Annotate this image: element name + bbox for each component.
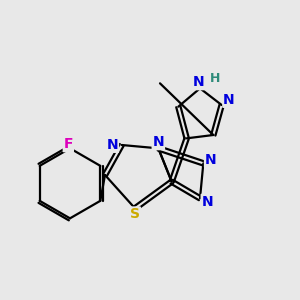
Text: N: N — [205, 153, 217, 167]
Text: N: N — [223, 93, 235, 107]
Text: N: N — [202, 195, 213, 209]
Text: N: N — [106, 138, 118, 152]
Text: F: F — [64, 137, 73, 151]
Text: N: N — [152, 135, 164, 149]
Text: H: H — [210, 72, 220, 85]
Text: N: N — [193, 75, 204, 89]
Text: S: S — [130, 207, 140, 221]
